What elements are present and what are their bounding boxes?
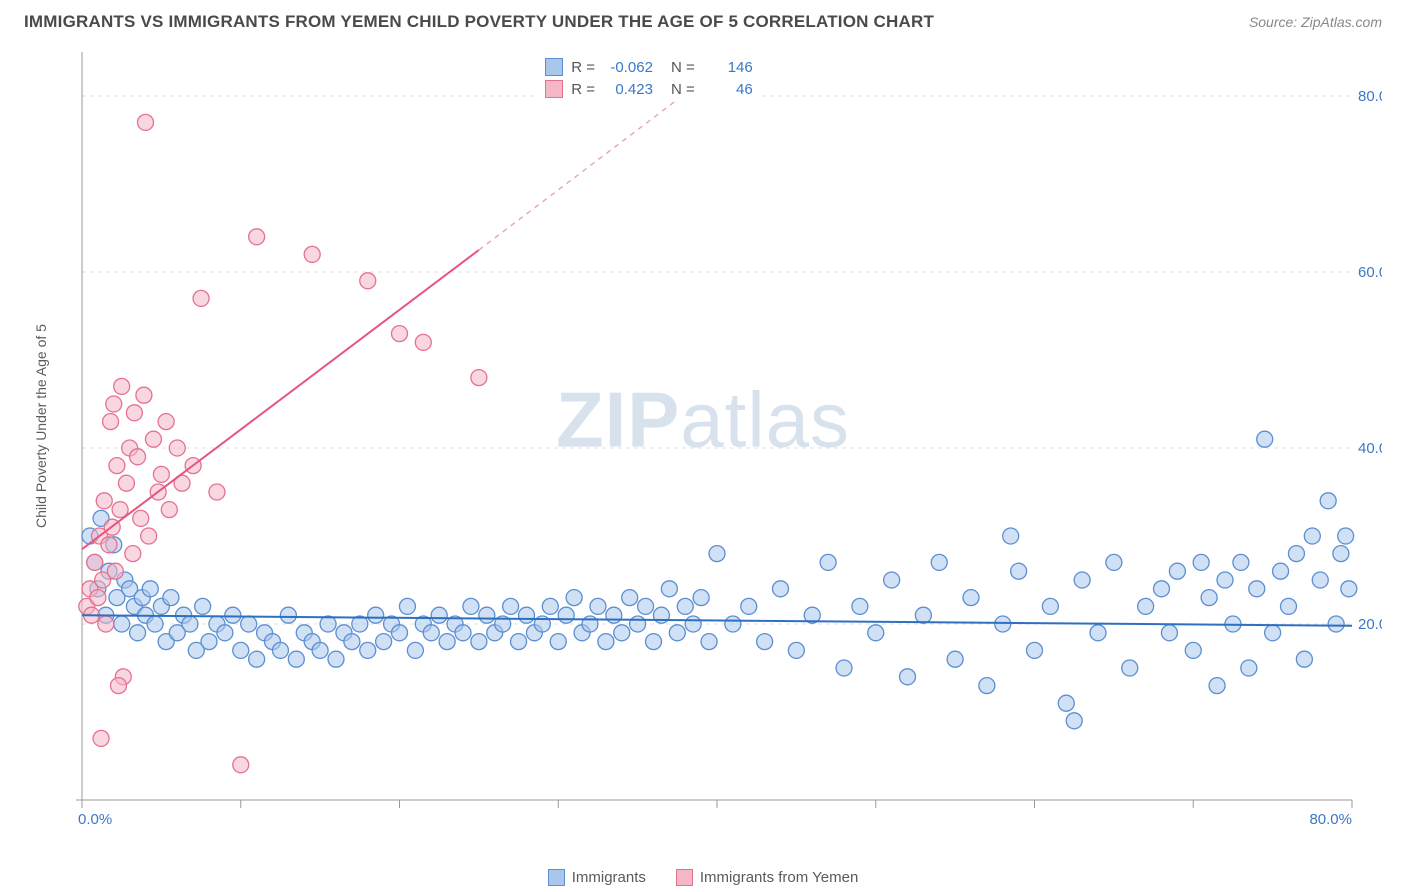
- stats-r-value: -0.062: [603, 59, 653, 76]
- stats-n-value: 46: [703, 81, 753, 98]
- source-value: ZipAtlas.com: [1301, 14, 1382, 30]
- source: Source: ZipAtlas.com: [1249, 14, 1382, 30]
- svg-text:60.0%: 60.0%: [1358, 264, 1382, 281]
- stats-swatch: [545, 58, 563, 76]
- source-label: Source:: [1249, 14, 1297, 30]
- stats-n-label: N =: [671, 59, 695, 76]
- stats-n-value: 146: [703, 59, 753, 76]
- legend-swatch: [676, 869, 693, 886]
- svg-text:20.0%: 20.0%: [1358, 616, 1382, 633]
- stats-r-label: R =: [571, 81, 595, 98]
- chart-title: IMMIGRANTS VS IMMIGRANTS FROM YEMEN CHIL…: [24, 12, 934, 32]
- legend-label: Immigrants: [572, 869, 646, 886]
- scatter-chart: 20.0% 40.0% 60.0% 80.0% 0.0% 80.0% Child Pover…: [24, 40, 1382, 832]
- svg-text:80.0%: 80.0%: [1309, 811, 1352, 828]
- svg-text:40.0%: 40.0%: [1358, 440, 1382, 457]
- bottom-legend: Immigrants Immigrants from Yemen: [0, 869, 1406, 886]
- legend-item: Immigrants from Yemen: [676, 869, 858, 886]
- stats-row: R = 0.423 N = 46: [539, 78, 759, 100]
- stats-r-label: R =: [571, 59, 595, 76]
- stats-r-value: 0.423: [603, 81, 653, 98]
- chart-area: 20.0% 40.0% 60.0% 80.0% 0.0% 80.0% Child Pover…: [24, 40, 1382, 832]
- header: IMMIGRANTS VS IMMIGRANTS FROM YEMEN CHIL…: [0, 0, 1406, 40]
- stats-n-label: N =: [671, 81, 695, 98]
- svg-text:0.0%: 0.0%: [78, 811, 112, 828]
- legend-label: Immigrants from Yemen: [700, 869, 858, 886]
- stats-legend: R = -0.062 N = 146 R = 0.423 N = 46: [539, 56, 759, 100]
- svg-text:Child Poverty Under the Age of: Child Poverty Under the Age of 5: [33, 324, 49, 528]
- svg-text:80.0%: 80.0%: [1358, 88, 1382, 105]
- legend-item: Immigrants: [548, 869, 646, 886]
- stats-row: R = -0.062 N = 146: [539, 56, 759, 78]
- stats-swatch: [545, 80, 563, 98]
- legend-swatch: [548, 869, 565, 886]
